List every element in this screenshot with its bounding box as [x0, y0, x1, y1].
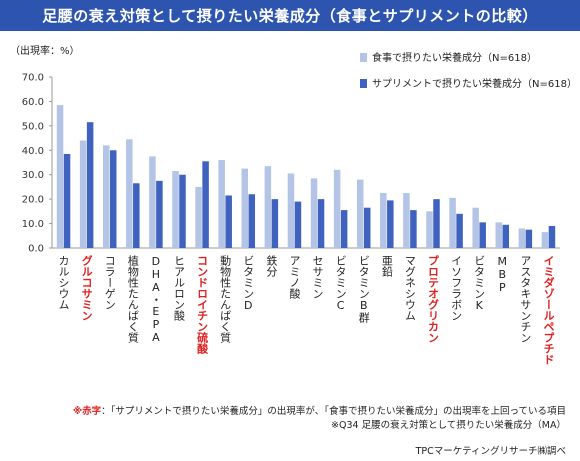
category-label: MBP: [496, 255, 509, 294]
bar-supplement: [548, 226, 556, 248]
bar-food: [518, 228, 526, 248]
bar-supplement: [156, 180, 163, 248]
bar-food: [218, 160, 225, 248]
bar-supplement: [433, 199, 440, 248]
category-label: セサミン: [311, 255, 324, 299]
bar-supplement: [271, 199, 279, 248]
footnote-question: ※Q34 足腰の衰え対策として摂りたい栄養成分（MA）: [331, 420, 566, 431]
category-label: ビタミンD: [242, 255, 255, 312]
legend-label-supplement: サプリメントで摂りたい栄養成分（N=618）: [372, 77, 577, 90]
bar-food: [264, 166, 272, 248]
bar-supplement: [202, 161, 209, 248]
bar-food: [287, 173, 295, 248]
category-label: プロテオグリカン: [427, 255, 440, 343]
chart-title: 足腰の衰え対策として摂りたい栄養成分（食事とサプリメントの比較）: [0, 0, 580, 31]
bar-food: [403, 193, 410, 248]
bar-food: [149, 156, 156, 248]
category-label: ビタミンK: [473, 255, 486, 312]
bar-supplement: [133, 183, 140, 248]
y-tick-label: 70.0: [22, 73, 44, 84]
category-label: 植物性たんぱく質: [126, 254, 139, 344]
bar-food: [380, 193, 387, 248]
category-label: イソフラボン: [450, 255, 463, 321]
y-tick-label: 0.0: [28, 244, 44, 255]
bar-food: [310, 178, 318, 248]
category-label: コンドロイチン硫酸: [196, 255, 209, 355]
bar-supplement: [502, 224, 510, 248]
category-label: 鉄分: [265, 254, 278, 277]
y-tick-label: 40.0: [22, 146, 44, 157]
bar-food: [333, 169, 341, 248]
bar-food: [195, 186, 202, 248]
bar-supplement: [248, 194, 256, 248]
bar-supplement: [317, 199, 325, 248]
category-label: アスタキサンチン: [519, 255, 532, 343]
bar-food: [449, 197, 456, 248]
bar-supplement: [340, 210, 348, 248]
footnote-mark: ※: [72, 406, 83, 417]
y-tick-label: 10.0: [22, 219, 44, 230]
category-label: 亜鉛: [380, 255, 393, 277]
bar-supplement: [387, 200, 394, 248]
bar-supplement: [525, 229, 533, 248]
footnote-explanation: ：「サプリメントで摂りたい栄養成分」の出現率が、「食事で摂りたい栄養成分」の出現…: [101, 406, 566, 417]
category-label: グルコサミン: [80, 254, 93, 321]
bar-food: [241, 168, 249, 248]
category-label: カルシウム: [57, 255, 70, 310]
bar-supplement: [225, 195, 232, 248]
source-credit: TPCマーケティングリサーチ㈱調べ: [415, 446, 566, 457]
y-axis-unit-label: （出現率：%）: [10, 46, 80, 57]
category-label: 動物性たんぱく質: [219, 254, 232, 344]
category-label: ヒアルロン酸: [173, 255, 186, 322]
category-label: ビタミンC: [334, 255, 347, 312]
bar-food: [79, 140, 87, 248]
bar-food: [426, 211, 433, 248]
bar-food: [472, 207, 479, 248]
category-label: アミノ酸: [288, 255, 301, 300]
legend-swatch-supplement: [360, 79, 367, 88]
y-tick-label: 60.0: [22, 97, 44, 108]
bar-food: [356, 179, 364, 248]
y-tick-label: 30.0: [22, 170, 44, 181]
bar-food: [126, 139, 133, 248]
category-label: コラーゲン: [103, 255, 116, 310]
y-tick-label: 50.0: [22, 121, 44, 132]
category-label: DHA・EPA: [149, 255, 162, 344]
bar-supplement: [109, 150, 117, 248]
category-label: マグネシウム: [403, 255, 416, 321]
bar-food: [172, 171, 179, 248]
bar-food: [56, 105, 64, 248]
bar-supplement: [479, 222, 486, 248]
category-label: イミダゾールペプチド: [542, 255, 555, 365]
legend-label-food: 食事で摂りたい栄養成分（N=618）: [372, 51, 537, 64]
bar-supplement: [179, 174, 186, 248]
y-tick-label: 20.0: [22, 195, 44, 206]
bar-supplement: [63, 153, 71, 248]
bar-supplement: [86, 122, 94, 248]
bar-food: [495, 222, 503, 248]
bar-food: [541, 232, 549, 248]
bar-supplement: [363, 207, 371, 248]
bar-food: [102, 145, 110, 248]
bar-supplement: [294, 201, 302, 248]
bar-supplement: [410, 210, 417, 248]
legend-swatch-food: [360, 53, 367, 62]
bar-supplement: [456, 213, 463, 248]
footnote-red-legend: ※赤字：「サプリメントで摂りたい栄養成分」の出現率が、「食事で摂りたい栄養成分」…: [73, 403, 566, 417]
category-label: ビタミンB群: [357, 255, 370, 323]
footnote-red-word: 赤字: [82, 406, 102, 417]
